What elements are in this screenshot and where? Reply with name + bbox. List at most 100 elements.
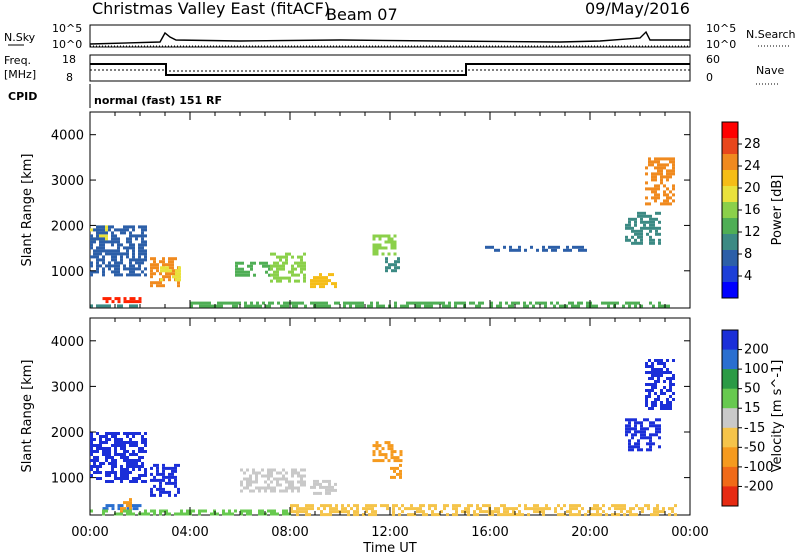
velocity-data-cell	[108, 462, 111, 465]
power-data-cell	[523, 301, 526, 305]
power-data-cell	[129, 261, 132, 265]
power-data-cell	[250, 261, 253, 265]
power-data-cell	[138, 273, 141, 277]
power-data-cell	[319, 282, 322, 286]
power-data-cell	[153, 281, 156, 285]
velocity-data-cell	[645, 389, 648, 392]
power-data-cell	[303, 267, 306, 271]
velocity-data-cell	[294, 471, 297, 475]
velocity-data-cell	[608, 507, 611, 511]
velocity-data-cell	[261, 474, 264, 478]
power-data-cell	[138, 261, 141, 265]
power-colorbar-tick-label: 28	[744, 137, 761, 152]
velocity-data-cell	[138, 456, 141, 459]
power-data-cell	[496, 304, 499, 308]
velocity-data-cell	[288, 480, 291, 484]
power-data-cell	[102, 249, 105, 253]
power-data-cell	[319, 279, 322, 283]
power-data-cell	[262, 261, 265, 265]
power-data-cell	[649, 238, 652, 242]
power-data-cell	[102, 255, 105, 259]
velocity-data-cell	[162, 472, 165, 476]
power-data-cell	[193, 301, 196, 305]
power-data-cell	[637, 235, 640, 239]
velocity-data-cell	[138, 468, 141, 471]
power-data-cell	[652, 223, 655, 227]
power-data-cell	[300, 258, 303, 262]
velocity-data-cell	[323, 504, 326, 508]
velocity-data-cell	[341, 507, 344, 511]
power-data-cell	[276, 267, 279, 271]
power-data-cell	[613, 301, 616, 305]
velocity-data-cell	[279, 477, 282, 481]
velocity-data-blob	[240, 468, 306, 493]
velocity-data-cell	[150, 490, 153, 494]
velocity-colorbar-swatch	[722, 369, 738, 390]
power-data-cell	[276, 264, 279, 268]
velocity-colorbar-swatch	[722, 466, 738, 487]
power-data-cell	[96, 225, 99, 229]
velocity-data-cell	[399, 463, 402, 467]
velocity-data-cell	[658, 424, 661, 428]
velocity-data-cell	[129, 432, 132, 435]
velocity-data-cell	[270, 471, 273, 475]
velocity-data-cell	[353, 513, 356, 517]
power-data-cell	[160, 269, 163, 273]
power-data-cell	[485, 245, 488, 249]
velocity-data-cell	[671, 507, 674, 511]
power-data-cell	[279, 276, 282, 280]
power-data-cell	[313, 285, 316, 289]
velocity-data-cell	[111, 432, 114, 435]
power-data-cell	[607, 301, 610, 305]
power-data-cell	[114, 228, 117, 232]
power-data-cell	[138, 225, 141, 229]
power-data-cell	[660, 175, 663, 179]
velocity-data-cell	[663, 365, 666, 368]
power-data-cell	[313, 301, 316, 305]
velocity-data-cell	[476, 504, 479, 508]
power-data-cell	[102, 304, 105, 308]
velocity-data-cell	[634, 427, 637, 431]
velocity-data-cell	[129, 438, 132, 441]
velocity-data-cell	[641, 507, 644, 511]
power-data-cell	[144, 267, 147, 271]
power-data-cell	[270, 252, 273, 256]
power-data-cell	[393, 243, 397, 247]
velocity-data-cell	[356, 504, 359, 508]
velocity-data-cell	[640, 433, 643, 437]
power-data-cell	[666, 169, 669, 173]
power-y-axis-label: Slant Range [km]	[20, 154, 35, 267]
power-data-cell	[138, 267, 141, 271]
velocity-data-cell	[666, 389, 669, 392]
velocity-data-cell	[162, 463, 165, 467]
velocity-data-cell	[319, 491, 322, 495]
power-data-cell	[654, 160, 657, 164]
velocity-data-cell	[660, 389, 663, 392]
velocity-data-cell	[467, 513, 470, 517]
velocity-data-cell	[645, 395, 648, 398]
velocity-data-cell	[141, 450, 144, 453]
power-data-cell	[581, 245, 584, 249]
velocity-data-blob	[310, 479, 337, 495]
velocity-data-cell	[497, 513, 500, 517]
power-data-cell	[412, 301, 415, 305]
velocity-data-cell	[362, 513, 365, 517]
power-data-cell	[160, 266, 163, 270]
velocity-data-cell	[120, 444, 123, 447]
velocity-data-cell	[631, 448, 634, 452]
velocity-data-cell	[204, 509, 207, 513]
velocity-data-cell	[126, 456, 129, 459]
velocity-data-cell	[393, 466, 396, 470]
velocity-data-cell	[135, 444, 138, 447]
velocity-data-cell	[362, 507, 365, 511]
velocity-data-cell	[114, 465, 117, 468]
power-data-cell	[171, 263, 174, 267]
power-data-cell	[280, 304, 283, 308]
power-data-cell	[276, 261, 279, 265]
power-data-cell	[544, 301, 547, 305]
power-data-cell	[108, 297, 112, 301]
power-data-cell	[397, 260, 400, 264]
velocity-data-cell	[156, 469, 159, 473]
velocity-data-cell	[249, 512, 252, 516]
power-data-cell	[273, 261, 276, 265]
